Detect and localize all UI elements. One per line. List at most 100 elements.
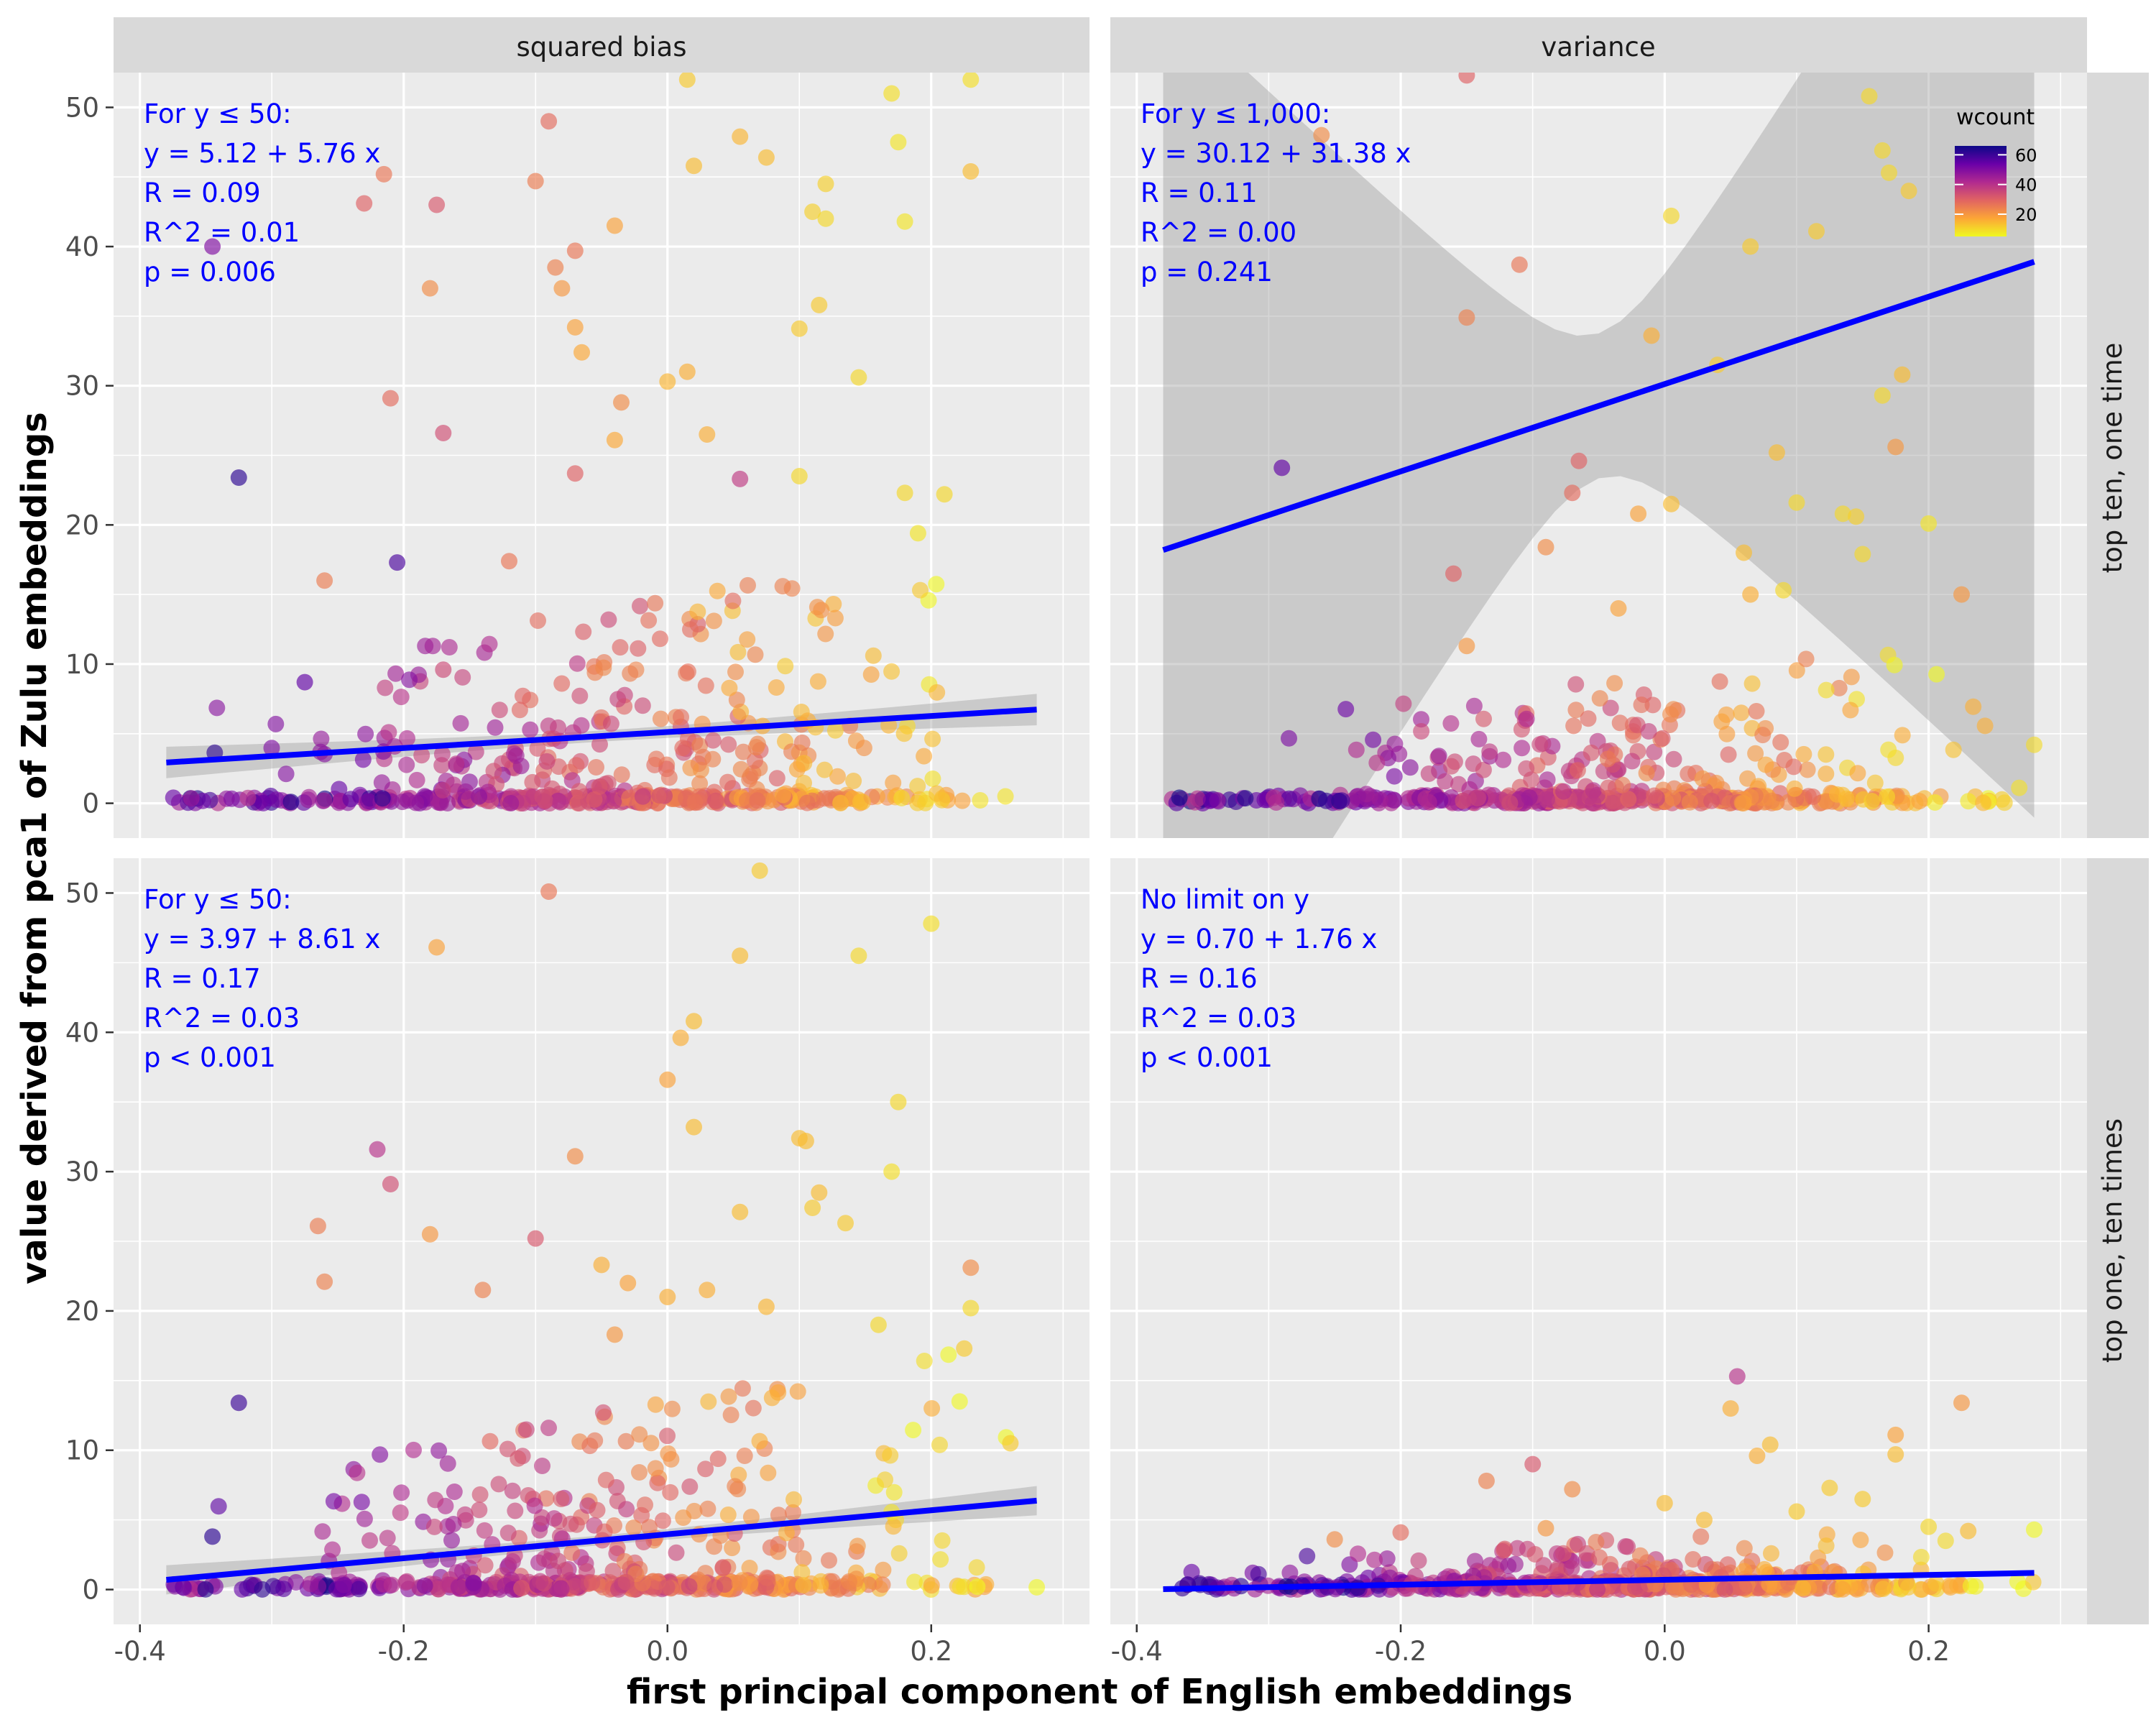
legend-title: wcount (1956, 105, 2035, 130)
data-point (324, 1541, 341, 1558)
data-point (1640, 723, 1657, 740)
data-point-outlier (1742, 586, 1759, 603)
data-point (929, 785, 946, 802)
data-point (885, 1484, 903, 1501)
data-point (467, 743, 484, 760)
data-point (552, 794, 569, 811)
data-point (997, 788, 1014, 805)
data-point (1779, 794, 1797, 811)
data-point-outlier (732, 128, 749, 145)
data-point (728, 691, 745, 709)
data-point (360, 793, 377, 810)
data-point (817, 625, 834, 643)
data-point-outlier (797, 1133, 814, 1149)
data-point (1703, 792, 1720, 809)
data-point (1842, 702, 1859, 719)
data-point (1848, 1581, 1866, 1598)
data-point-outlier (382, 1176, 399, 1192)
data-point (282, 794, 300, 811)
data-point (485, 763, 502, 780)
regression-line (166, 1497, 1037, 1583)
x-tick-label: 0.0 (646, 1636, 688, 1667)
data-point (681, 1478, 699, 1495)
data-point (1644, 696, 1662, 714)
strip-label-top-one-ten-times: top one, ten times (2097, 1118, 2128, 1363)
data-point (562, 1515, 579, 1532)
data-point (1711, 673, 1728, 690)
data-point (450, 1578, 467, 1596)
data-point (1788, 662, 1805, 679)
data-point-outlier (1749, 1448, 1766, 1464)
data-point (433, 757, 451, 774)
data-point (268, 791, 285, 808)
data-point (724, 1540, 741, 1557)
data-point (342, 791, 359, 808)
annotation-line: For y ≤ 50: (144, 98, 292, 129)
data-point (1757, 756, 1774, 773)
data-point (906, 1573, 923, 1591)
data-point-outlier (296, 673, 313, 691)
data-point-outlier (1313, 126, 1330, 144)
data-point (714, 1559, 732, 1576)
data-point (530, 612, 546, 629)
data-point (2024, 1573, 2042, 1591)
data-point (668, 1544, 685, 1561)
data-point (758, 1569, 775, 1586)
data-point (632, 597, 648, 615)
data-point (405, 1441, 422, 1458)
data-point-outlier (1695, 1512, 1713, 1529)
data-point (1805, 788, 1821, 805)
data-point (605, 793, 622, 810)
data-point (642, 1435, 660, 1452)
data-point (540, 1420, 557, 1437)
data-point (928, 576, 945, 593)
data-point (313, 730, 330, 748)
data-point-outlier (659, 1289, 676, 1305)
data-point (448, 755, 465, 773)
data-point (393, 1484, 410, 1501)
data-point (591, 736, 608, 753)
data-point (325, 1493, 342, 1510)
data-point (768, 770, 786, 787)
data-point-outlier (678, 73, 696, 88)
data-point (602, 715, 619, 732)
data-point (445, 1516, 462, 1532)
data-point (197, 1581, 214, 1598)
data-point (439, 1455, 456, 1472)
data-point (538, 753, 556, 770)
data-point (1681, 794, 1698, 811)
data-point-outlier (1821, 1479, 1838, 1496)
data-point-outlier (837, 1215, 854, 1232)
data-point (1171, 789, 1188, 806)
data-point-outlier (1002, 1435, 1019, 1452)
data-point (1386, 768, 1403, 785)
data-point (416, 1577, 433, 1594)
data-point-outlier (1761, 1436, 1779, 1453)
data-point (267, 715, 285, 732)
data-point (553, 1491, 570, 1507)
data-point (471, 1501, 488, 1519)
data-point (1818, 765, 1835, 783)
data-point (430, 1442, 448, 1459)
data-point (1606, 675, 1623, 692)
data-point-outlier (936, 486, 953, 503)
data-point-outlier (1768, 444, 1785, 461)
regression-line (166, 707, 1037, 765)
data-point-outlier (527, 1230, 544, 1247)
data-point (1371, 791, 1388, 809)
data-point (263, 740, 280, 757)
data-point-outlier (435, 425, 452, 441)
data-point (223, 790, 240, 807)
y-tick-label: 20 (65, 510, 99, 540)
data-point (774, 786, 791, 804)
data-point-outlier (686, 1013, 702, 1030)
data-point (1565, 717, 1583, 735)
data-point-outlier (1953, 586, 1970, 603)
data-point (631, 1464, 648, 1481)
data-point (1913, 1581, 1930, 1598)
data-point (487, 719, 504, 736)
annotation-line: For y ≤ 1,000: (1141, 98, 1330, 129)
y-tick-label: 20 (65, 1296, 99, 1327)
data-point-outlier (375, 165, 392, 183)
data-point-outlier (1920, 1518, 1938, 1535)
